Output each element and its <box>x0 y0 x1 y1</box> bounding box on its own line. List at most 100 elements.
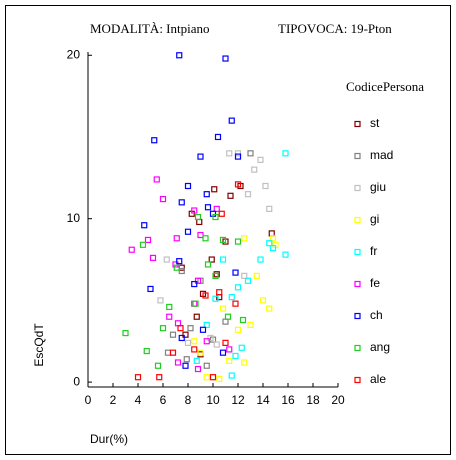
point <box>143 347 150 355</box>
point <box>244 277 252 284</box>
point <box>163 256 170 263</box>
point <box>151 137 158 144</box>
point <box>128 246 135 253</box>
x-tick-label: 14 <box>256 393 270 407</box>
x-tick-label: 18 <box>306 393 320 407</box>
point <box>141 222 148 229</box>
point <box>157 297 164 304</box>
y-axis-label: EscQdT <box>32 323 46 367</box>
point <box>176 258 183 265</box>
point <box>197 153 204 160</box>
point <box>187 325 194 332</box>
y-tick-label: 10 <box>67 211 81 225</box>
point <box>259 297 267 304</box>
point <box>154 362 162 369</box>
point <box>213 271 220 278</box>
point <box>202 235 209 242</box>
x-tick-label: 12 <box>231 393 245 407</box>
point <box>214 133 222 141</box>
legend-marker <box>354 376 361 384</box>
point <box>247 321 254 329</box>
point <box>197 349 204 356</box>
point <box>159 325 167 332</box>
point <box>213 205 220 212</box>
point <box>212 213 219 221</box>
point <box>269 244 277 252</box>
point <box>192 300 199 307</box>
point <box>183 356 190 363</box>
legend-marker <box>354 216 361 224</box>
point <box>228 294 235 301</box>
point <box>224 313 232 320</box>
point <box>193 313 200 320</box>
annotation: MODALITÀ: Intpiano <box>90 21 210 36</box>
frame <box>5 5 451 455</box>
point <box>241 272 248 279</box>
legend-marker <box>354 344 361 352</box>
point <box>282 251 289 258</box>
point <box>207 334 214 342</box>
point <box>204 204 212 211</box>
point <box>184 339 192 346</box>
point <box>191 338 198 345</box>
legend-marker <box>354 152 361 160</box>
point <box>169 331 177 338</box>
point <box>266 240 273 247</box>
point <box>226 150 233 157</box>
point <box>184 228 192 235</box>
point <box>219 256 227 263</box>
point <box>134 374 142 381</box>
point <box>149 254 157 262</box>
point <box>222 55 229 62</box>
point <box>147 285 154 293</box>
point <box>203 362 210 369</box>
x-tick-label: 20 <box>331 393 345 407</box>
point <box>178 199 185 206</box>
point <box>218 210 225 217</box>
point <box>211 186 218 193</box>
point <box>241 235 248 242</box>
legend-label: gi <box>370 212 379 226</box>
legend-label: fe <box>370 276 380 290</box>
point <box>226 346 233 353</box>
x-tick-label: 2 <box>110 393 117 407</box>
point <box>216 375 223 382</box>
point <box>178 267 185 275</box>
point <box>203 191 210 198</box>
point <box>234 153 242 160</box>
point <box>282 150 289 157</box>
legend-marker <box>354 312 361 320</box>
x-tick-label: 6 <box>160 393 167 407</box>
point <box>257 156 264 163</box>
point <box>166 313 173 320</box>
point <box>172 261 179 268</box>
x-tick-label: 16 <box>281 393 295 407</box>
point <box>191 280 198 288</box>
point <box>228 117 235 124</box>
point <box>234 284 242 291</box>
point <box>244 191 252 198</box>
point <box>203 321 210 329</box>
point <box>262 182 269 190</box>
legend-label: giu <box>370 180 386 194</box>
point <box>199 326 207 333</box>
point <box>193 357 200 364</box>
point <box>159 195 167 203</box>
point <box>219 349 227 356</box>
point <box>232 269 239 276</box>
point <box>122 329 129 337</box>
point <box>178 334 185 342</box>
point <box>228 372 235 379</box>
point <box>269 235 277 242</box>
x-tick-label: 8 <box>185 393 192 407</box>
x-tick-label: 4 <box>135 393 142 407</box>
point <box>241 359 248 366</box>
x-axis-label: Dur(%) <box>90 432 128 446</box>
point <box>234 181 242 188</box>
legend-marker <box>354 184 361 192</box>
point <box>253 272 260 279</box>
point <box>169 349 177 356</box>
legend-title: CodicePersona <box>346 79 424 94</box>
point <box>208 256 215 263</box>
